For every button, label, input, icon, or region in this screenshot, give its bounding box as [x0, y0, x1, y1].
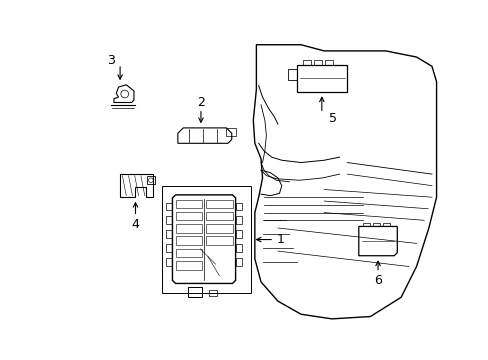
- Text: 1: 1: [276, 233, 284, 246]
- Text: 5: 5: [329, 112, 337, 125]
- Text: 4: 4: [131, 218, 139, 231]
- Text: 3: 3: [107, 54, 115, 67]
- Text: 6: 6: [373, 274, 381, 287]
- Text: 2: 2: [197, 96, 204, 109]
